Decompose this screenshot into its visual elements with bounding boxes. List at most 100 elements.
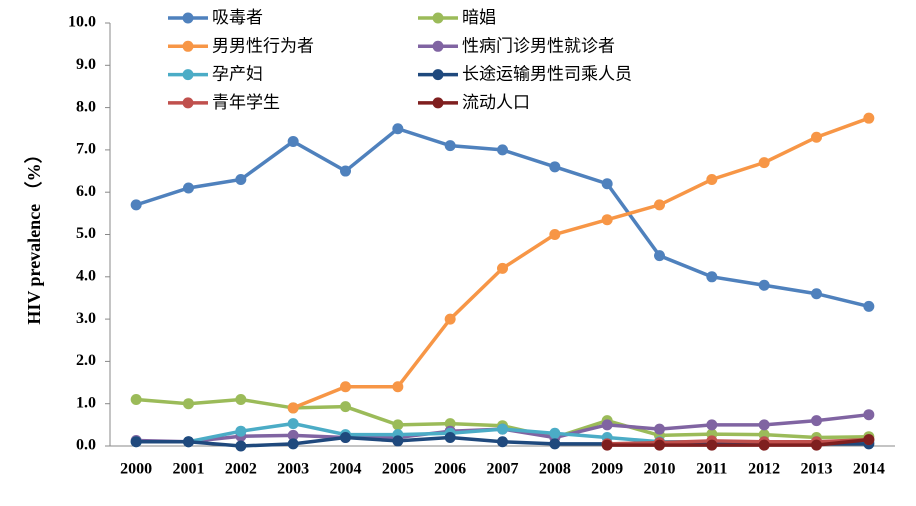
x-tick-label: 2004: [330, 461, 362, 478]
x-tick-label: 2002: [225, 461, 257, 478]
legend-marker: [182, 12, 194, 24]
data-point: [130, 199, 142, 211]
data-point: [654, 439, 665, 451]
data-point: [287, 438, 299, 450]
data-point: [706, 419, 718, 431]
y-tick-label: 7.0: [76, 141, 96, 158]
data-point: [183, 436, 194, 448]
data-point: [340, 165, 351, 177]
data-point: [497, 144, 508, 156]
data-point: [811, 288, 822, 300]
data-point: [444, 418, 456, 430]
legend-label: 吸毒者: [212, 8, 263, 28]
x-tick-label: 2000: [120, 461, 152, 478]
data-point: [392, 123, 404, 135]
data-point: [340, 432, 351, 444]
legend-label: 流动人口: [462, 93, 530, 113]
data-point: [863, 300, 875, 312]
x-tick-label: 2011: [696, 461, 727, 478]
y-tick-label: 10.0: [68, 14, 96, 31]
y-tick-label: 4.0: [76, 267, 96, 284]
data-point: [706, 271, 718, 283]
legend-label: 男男性行为者: [212, 36, 314, 56]
legend-label: 暗娼: [462, 8, 496, 28]
data-point: [758, 419, 770, 431]
data-point: [130, 393, 142, 405]
x-tick-label: 2005: [382, 461, 414, 478]
data-point: [497, 436, 508, 448]
data-point: [340, 401, 351, 413]
data-point: [863, 409, 875, 421]
legend-marker: [432, 40, 444, 52]
y-tick-label: 9.0: [76, 56, 96, 73]
data-point: [444, 313, 456, 325]
data-point: [287, 402, 299, 414]
legend-marker: [432, 12, 444, 24]
data-point: [811, 415, 822, 427]
data-point: [758, 279, 770, 291]
data-point: [235, 393, 247, 405]
data-point: [601, 439, 613, 451]
data-point: [287, 418, 299, 430]
y-axis-title: HIV prevalence （%）: [24, 145, 44, 324]
x-tick-label: 2008: [539, 461, 571, 478]
legend-marker: [182, 69, 194, 81]
y-tick-label: 2.0: [76, 352, 96, 369]
legend-marker: [182, 97, 194, 109]
data-point: [811, 439, 822, 451]
y-tick-label: 5.0: [76, 225, 96, 242]
data-point: [549, 229, 561, 240]
data-point: [235, 440, 247, 452]
data-point: [444, 140, 456, 152]
data-point: [811, 131, 822, 143]
x-tick-label: 2007: [487, 461, 519, 478]
data-point: [497, 423, 508, 435]
data-point: [235, 425, 247, 437]
data-point: [654, 250, 665, 262]
data-point: [601, 214, 613, 226]
data-point: [497, 262, 508, 274]
series-line: [292, 116, 870, 410]
data-point: [654, 199, 665, 211]
data-point: [601, 419, 613, 431]
legend-label: 性病门诊男性就诊者: [462, 36, 615, 56]
legend-label: 孕产妇: [212, 65, 263, 85]
data-point: [654, 423, 665, 435]
data-point: [183, 398, 194, 410]
data-point: [863, 112, 875, 124]
y-tick-label: 0.0: [76, 437, 96, 454]
data-point: [549, 438, 561, 450]
data-point: [340, 381, 351, 393]
data-point: [392, 419, 404, 431]
y-tick-label: 8.0: [76, 98, 96, 115]
data-point: [392, 381, 404, 393]
data-point: [183, 182, 194, 194]
x-tick-label: 2003: [277, 461, 309, 478]
series-line: [607, 437, 869, 446]
legend-marker: [432, 97, 444, 109]
x-tick-label: 2013: [801, 461, 833, 478]
x-tick-label: 2010: [644, 461, 676, 478]
x-tick-label: 2014: [853, 461, 885, 478]
data-point: [863, 434, 875, 446]
series-line: [607, 437, 870, 447]
data-point: [601, 178, 613, 190]
data-point: [549, 427, 561, 439]
y-tick-label: 3.0: [76, 310, 96, 327]
data-point: [235, 174, 247, 186]
data-point: [392, 435, 404, 447]
y-tick-label: 1.0: [76, 394, 96, 411]
x-tick-label: 2006: [434, 461, 466, 478]
data-point: [549, 161, 561, 173]
data-point: [758, 439, 770, 451]
legend-label: 青年学生: [212, 93, 280, 113]
y-tick-label: 6.0: [76, 183, 96, 200]
data-point: [706, 174, 718, 186]
legend-marker: [432, 69, 444, 81]
data-point: [706, 439, 718, 451]
data-point: [758, 157, 770, 169]
legend-marker: [182, 40, 194, 52]
x-tick-label: 2009: [591, 461, 623, 478]
data-point: [444, 432, 456, 444]
